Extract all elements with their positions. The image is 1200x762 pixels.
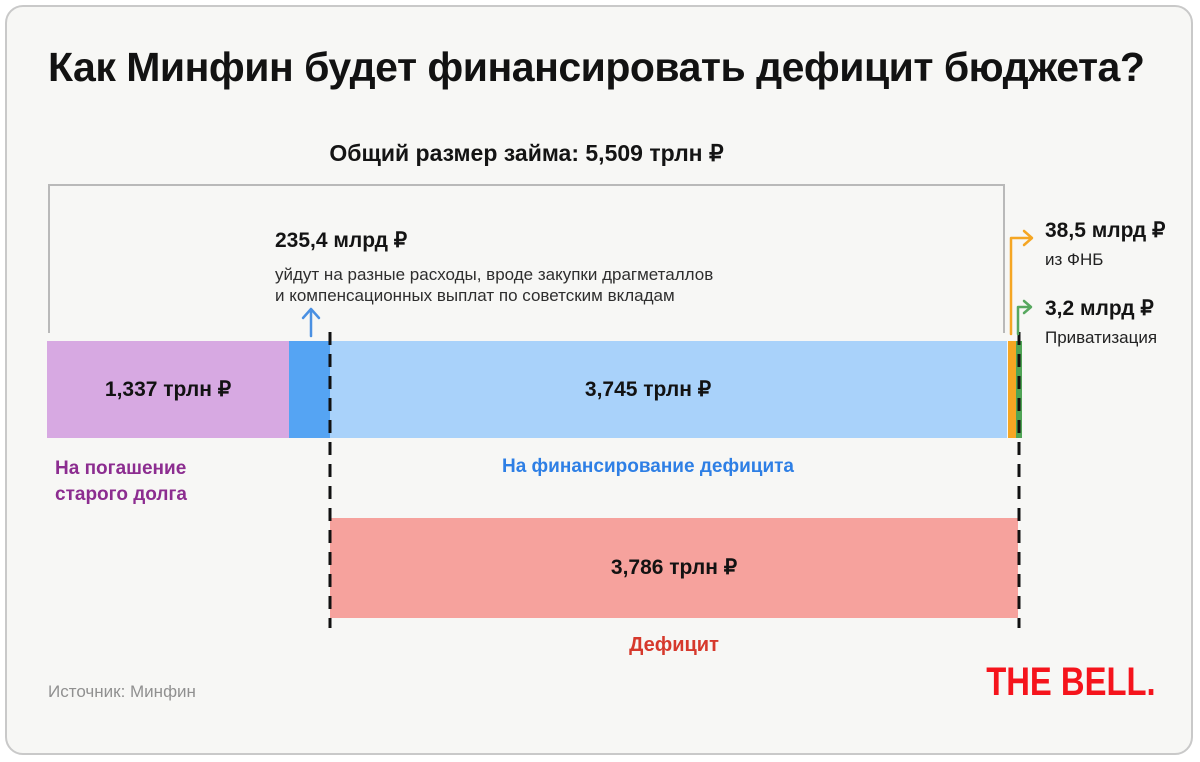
deficit-financing-value: 3,745 трлн ₽ (584, 378, 712, 401)
privatization-value: 3,2 млрд ₽ (1045, 297, 1154, 320)
misc-expenses-desc-line2: и компенсационных выплат по советским вк… (275, 286, 675, 305)
bar-segment-privatization (1016, 341, 1022, 438)
debt-repayment-label-line2: старого долга (55, 484, 187, 505)
annotation-fnb: 38,5 млрд ₽ из ФНБ (1045, 218, 1195, 270)
misc-expenses-value: 235,4 млрд ₽ (275, 229, 408, 252)
deficit-financing-label: На финансирование дефицита (501, 456, 794, 477)
total-loan-bracket (48, 184, 1005, 333)
fnb-label: из ФНБ (1045, 250, 1104, 269)
source-note: Источник: Минфин (48, 682, 196, 701)
misc-expenses-desc-line1: уйдут на разные расходы, вроде закупки д… (275, 265, 714, 284)
annotation-misc-expenses: 235,4 млрд ₽ уйдут на разные расходы, вр… (275, 228, 755, 306)
deficit-label: Дефицит (629, 634, 719, 656)
fnb-value: 38,5 млрд ₽ (1045, 219, 1166, 242)
debt-repayment-value: 1,337 трлн ₽ (104, 378, 232, 401)
annotation-privatization: 3,2 млрд ₽ Приватизация (1045, 296, 1195, 348)
the-bell-logo: THE BELL. (986, 660, 1156, 704)
page-title: Как Минфин будет финансировать дефицит б… (48, 44, 1145, 90)
total-loan-subtitle: Общий размер займа: 5,509 трлн ₽ (329, 140, 724, 166)
bar-segment-misc-expenses (289, 341, 330, 438)
bar-segment-deficit-financing (330, 341, 1007, 438)
deficit-bar: 3,786 трлн ₽ (330, 518, 1018, 618)
privatization-label: Приватизация (1045, 328, 1158, 347)
bar-segment-debt-repayment (47, 341, 289, 438)
debt-repayment-label-line1: На погашение (55, 458, 187, 479)
bar-segment-fnb (1008, 341, 1016, 438)
debt-repayment-label: На погашение старого долга (55, 456, 187, 508)
